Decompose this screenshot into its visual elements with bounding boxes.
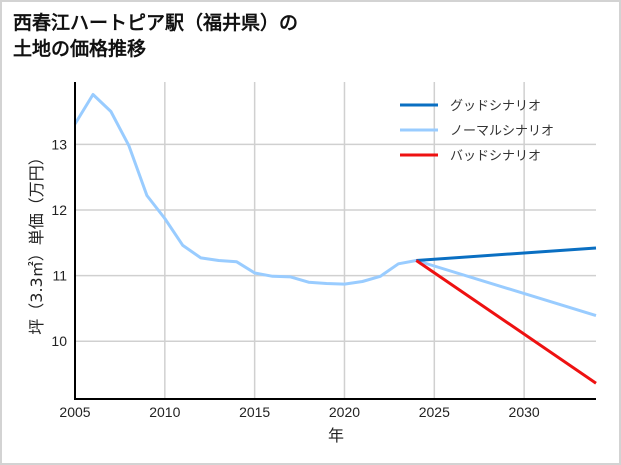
x-tick-label: 2030 [509, 404, 540, 420]
x-tick-label: 2025 [419, 404, 450, 420]
legend-label: バッドシナリオ [450, 149, 541, 164]
chart-title: 西春江ハートピア駅（福井県）の 土地の価格推移 [13, 12, 299, 60]
x-tick-label: 2020 [329, 404, 360, 420]
x-tick-label: 2005 [59, 404, 90, 420]
series-line [415, 259, 597, 385]
x-tick-label: 2010 [149, 404, 180, 420]
series-lines [73, 93, 597, 385]
y-tick-label: 12 [51, 202, 67, 218]
tick-labels: 2005 2010 2015 2020 2025 2030 10 11 12 13 [51, 136, 539, 420]
y-axis-label: 坪（3.3㎡）単価（万円） [27, 149, 46, 334]
gridlines [75, 82, 596, 399]
y-tick-label: 13 [51, 136, 67, 152]
y-tick-label: 10 [51, 333, 67, 349]
series-line [416, 246, 597, 262]
legend-label: グッドシナリオ [450, 99, 541, 114]
y-tick-label: 11 [52, 268, 67, 284]
axes [74, 82, 596, 400]
legend-label: ノーマルシナリオ [450, 124, 554, 139]
x-axis-label: 年 [328, 426, 344, 445]
x-tick-label: 2015 [239, 404, 270, 420]
series-line [73, 93, 597, 318]
